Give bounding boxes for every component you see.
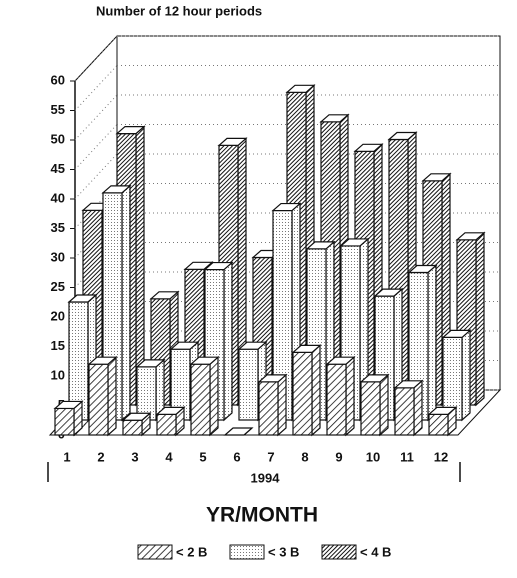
grid-line — [74, 124, 118, 170]
x-tick-label: 2 — [97, 449, 104, 464]
bar — [359, 373, 390, 437]
x-tick-label: 12 — [434, 449, 448, 464]
grid-line — [74, 65, 118, 111]
y-tick-label: 50 — [51, 131, 65, 146]
legend-label: < 4 B — [360, 544, 391, 559]
bar — [291, 344, 322, 437]
y-tick-label: 35 — [51, 220, 65, 235]
y-tick-label: 10 — [51, 367, 65, 382]
bar — [53, 400, 84, 437]
y-tick-label: 15 — [51, 338, 65, 353]
x-axis-title: YR/MONTH — [206, 504, 318, 527]
x-tick-label: 4 — [165, 449, 173, 464]
chart-title: Number of 12 hour periods — [96, 3, 262, 18]
y-tick-label: 20 — [51, 308, 65, 323]
x-tick-label: 3 — [131, 449, 138, 464]
y-tick-label: 30 — [51, 249, 65, 264]
legend-swatch — [137, 544, 173, 560]
grid-line — [74, 94, 118, 141]
x-tick-label: 10 — [366, 449, 380, 464]
bar — [393, 379, 424, 437]
bar — [189, 355, 220, 437]
y-tick-label: 40 — [51, 190, 65, 205]
back-wall — [117, 35, 501, 390]
y-tick-label: 55 — [51, 102, 65, 117]
legend-swatch — [229, 544, 265, 560]
x-tick-label: 5 — [199, 449, 206, 464]
y-tick-label: 60 — [51, 72, 65, 87]
bar — [325, 355, 356, 437]
y-tick-label: 25 — [51, 279, 65, 294]
x-tick-label: 11 — [400, 449, 414, 464]
x-tick-label: 1 — [63, 449, 70, 464]
legend-label: < 3 B — [268, 544, 299, 559]
y-tick-label: 45 — [51, 161, 65, 176]
bar — [121, 411, 152, 437]
x-tick-label: 8 — [301, 449, 308, 464]
x-tick-label: 6 — [233, 449, 240, 464]
x-tick-label: 9 — [335, 449, 342, 464]
bar — [87, 355, 118, 437]
bar — [257, 373, 288, 437]
bar — [223, 427, 254, 436]
bar — [155, 406, 186, 437]
legend-label: < 2 B — [176, 544, 207, 559]
x-subtitle: 1994 — [251, 470, 281, 485]
legend-swatch — [321, 544, 357, 560]
bar — [427, 406, 458, 437]
x-tick-label: 7 — [267, 449, 274, 464]
